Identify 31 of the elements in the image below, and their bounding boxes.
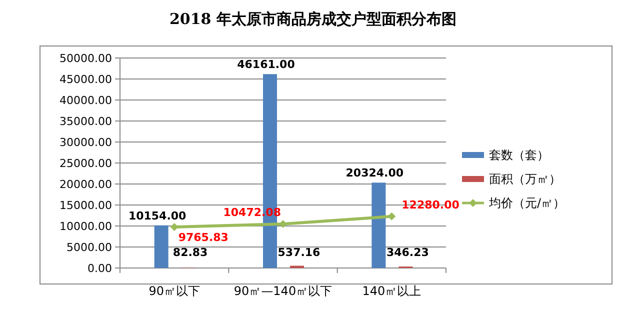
data-label: 9765.83: [178, 230, 228, 244]
x-tick-label: 140㎡以上: [362, 284, 422, 298]
point: [388, 212, 396, 220]
y-tick-label: 45000.00: [60, 73, 112, 86]
point: [170, 222, 178, 231]
y-tick-label: 40000.00: [60, 94, 112, 107]
y-tick-label: 10000.00: [60, 220, 112, 233]
legend-label: 面积（万㎡）: [489, 172, 561, 186]
data-label: 20324.00: [346, 166, 404, 180]
bar: [154, 225, 168, 268]
y-tick-label: 35000.00: [60, 115, 112, 128]
y-tick-label: 25000.00: [60, 157, 112, 170]
data-label: 46161.00: [237, 58, 296, 72]
data-label: 346.23: [386, 246, 429, 259]
point: [279, 220, 287, 228]
y-tick-label: 0.00: [88, 262, 112, 275]
x-tick-label: 90㎡—140㎡以下: [234, 284, 332, 298]
title: 2018 年太原市商品房成交户型面积分布图: [170, 10, 456, 28]
data-label: 10154.00: [128, 209, 187, 222]
y-tick-label: 15000.00: [60, 199, 112, 212]
legend-label: 均价（元/㎡）: [488, 196, 566, 210]
y-tick-label: 50000.00: [60, 52, 112, 65]
y-tick-label: 20000.00: [60, 178, 112, 191]
legend-label: 套数（套）: [489, 148, 549, 162]
y-tick-label: 30000.00: [60, 136, 112, 149]
bar: [372, 182, 386, 268]
data-label: 12280.00: [402, 198, 460, 212]
y-tick-label: 5000.00: [66, 241, 112, 254]
data-label: 82.83: [172, 246, 208, 259]
x-tick-label: 90㎡以下: [148, 284, 200, 298]
data-label: 537.16: [278, 246, 321, 259]
